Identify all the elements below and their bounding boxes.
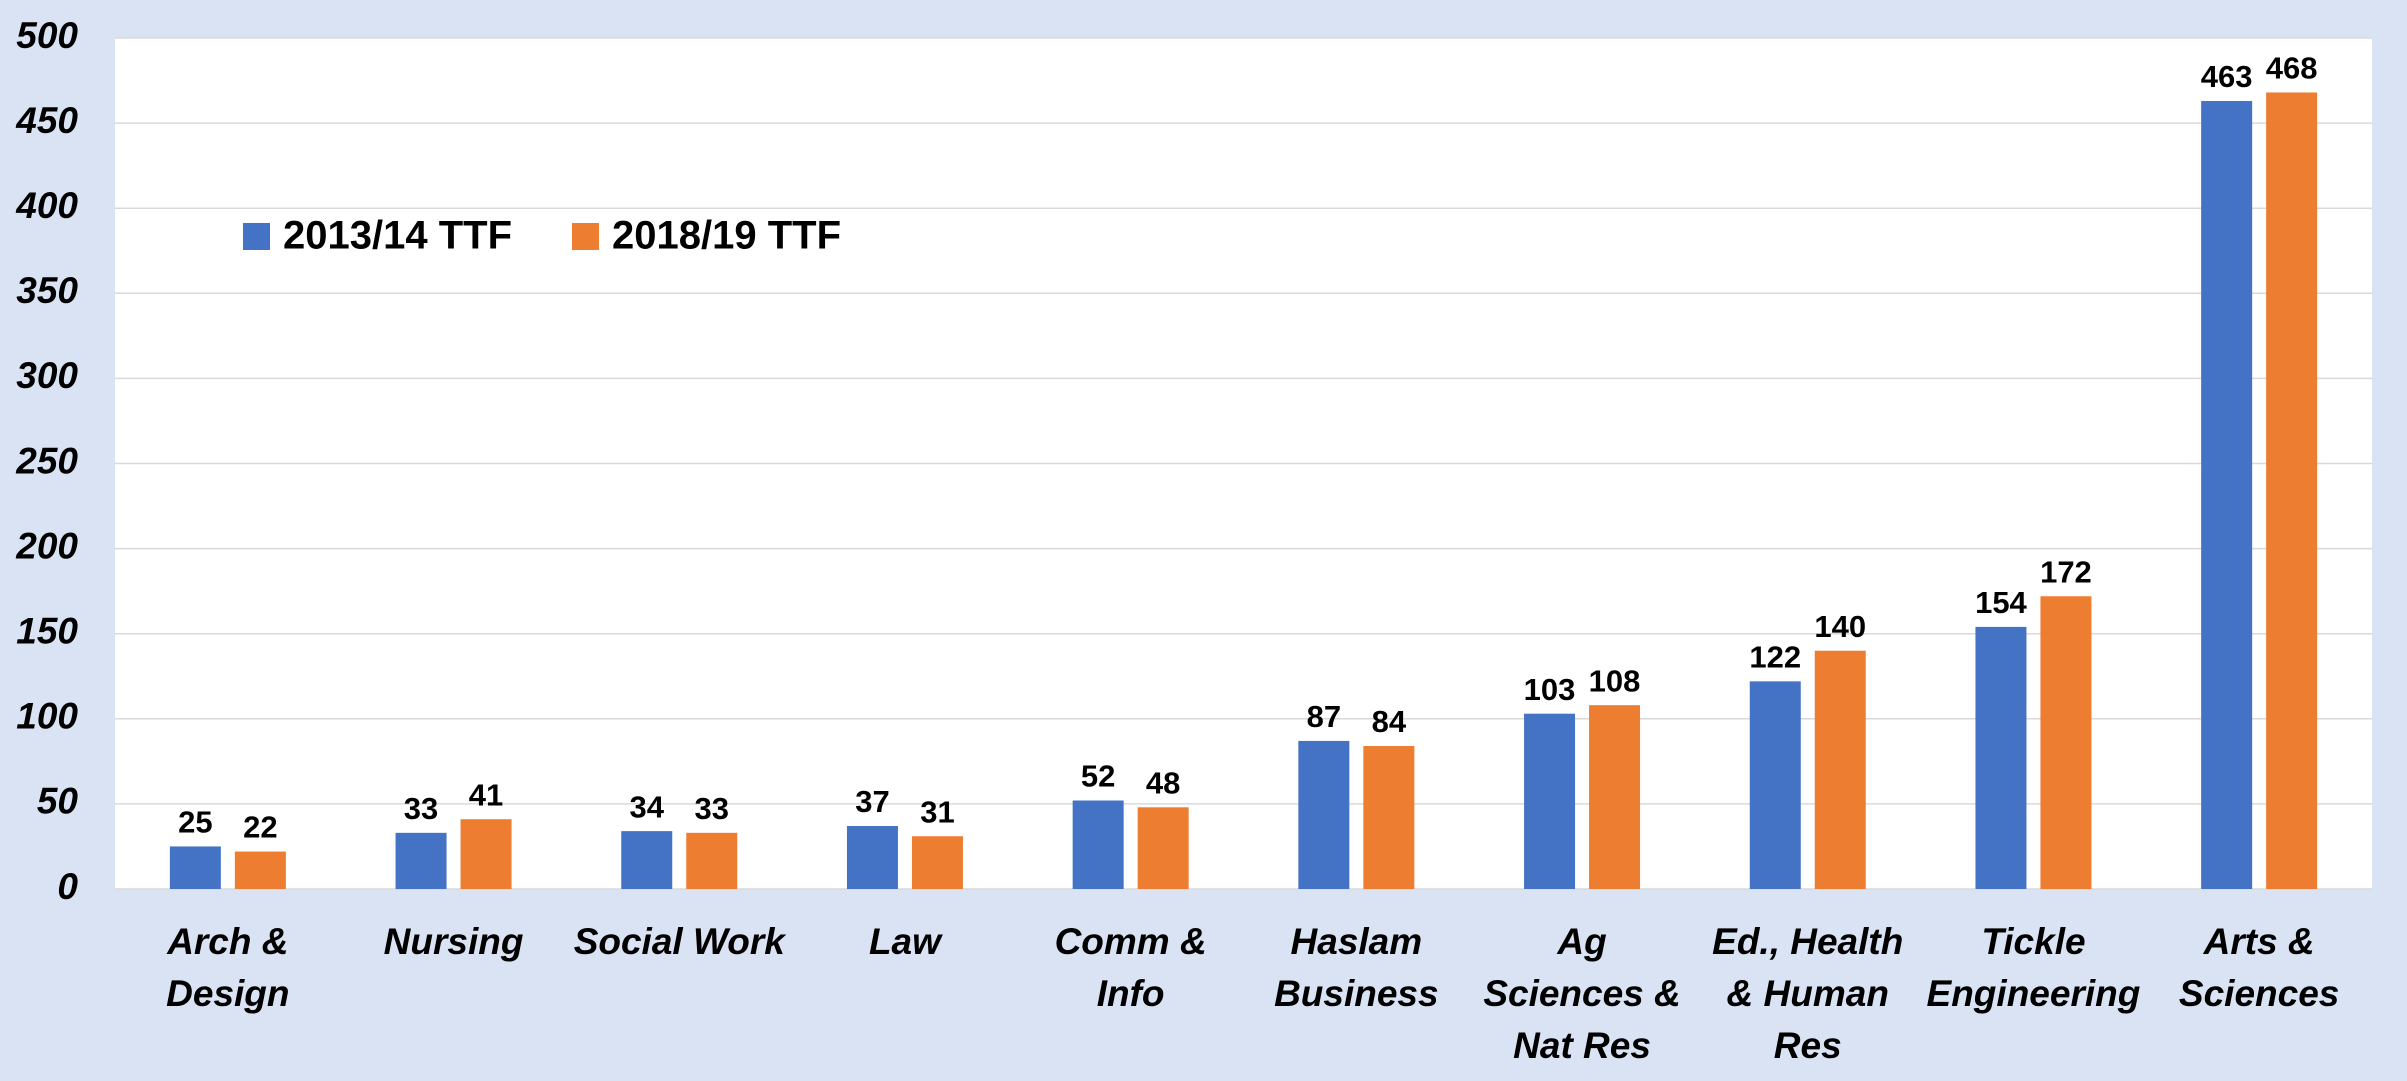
y-tick-label: 50 xyxy=(37,781,79,822)
x-tick-label: Arts & Sciences xyxy=(2179,921,2339,1014)
bar xyxy=(686,832,738,889)
data-label: 22 xyxy=(243,810,277,845)
data-label: 33 xyxy=(404,791,438,826)
data-label: 31 xyxy=(920,794,954,829)
bar xyxy=(1524,713,1576,889)
bar xyxy=(1363,746,1415,889)
data-label: 37 xyxy=(855,784,889,819)
data-label: 87 xyxy=(1307,699,1341,734)
bar xyxy=(2201,100,2253,889)
bar xyxy=(2266,92,2318,890)
y-tick-label: 400 xyxy=(15,185,78,226)
x-tick-label: Arch & Design xyxy=(166,921,289,1014)
data-label: 468 xyxy=(2266,51,2318,86)
y-tick-label: 350 xyxy=(16,270,78,311)
bar xyxy=(1589,705,1641,889)
data-label: 33 xyxy=(695,791,729,826)
bar xyxy=(1814,650,1866,889)
bar xyxy=(846,826,898,889)
x-tick-label: Comm & Info xyxy=(1055,921,1207,1014)
x-tick-label: Tickle Engineering xyxy=(1927,921,2141,1014)
bar xyxy=(234,851,286,889)
data-label: 154 xyxy=(1975,585,2027,620)
y-tick-label: 150 xyxy=(16,610,78,651)
bar xyxy=(2040,596,2092,889)
bar xyxy=(911,836,963,889)
data-label: 52 xyxy=(1081,759,1115,794)
y-tick-label: 0 xyxy=(57,866,78,907)
bar xyxy=(460,819,512,889)
x-tick-label: Ag Sciences & Nat Res xyxy=(1483,921,1680,1066)
y-tick-label: 250 xyxy=(15,440,78,481)
y-tick-label: 100 xyxy=(16,696,78,737)
legend-label: 2018/19 TTF xyxy=(612,214,841,258)
data-label: 463 xyxy=(2201,59,2253,94)
y-tick-label: 500 xyxy=(16,15,78,56)
bar xyxy=(395,832,447,889)
data-label: 84 xyxy=(1372,704,1407,739)
x-tick-label: Haslam Business xyxy=(1274,921,1439,1014)
bar xyxy=(1298,740,1350,889)
legend-swatch xyxy=(243,223,270,250)
bar xyxy=(1975,626,2027,889)
x-tick-label: Ed., Health & Human Res xyxy=(1712,921,1903,1066)
bar xyxy=(1137,807,1189,889)
data-label: 140 xyxy=(1814,609,1866,644)
data-label: 25 xyxy=(178,805,212,840)
bar xyxy=(621,831,673,889)
data-label: 103 xyxy=(1524,672,1576,707)
data-label: 122 xyxy=(1749,640,1801,675)
data-label: 48 xyxy=(1146,765,1180,800)
data-label: 108 xyxy=(1589,663,1641,698)
data-label: 41 xyxy=(469,777,503,812)
x-tick-label: Social Work xyxy=(574,921,788,962)
y-tick-label: 300 xyxy=(16,355,78,396)
bar xyxy=(1749,681,1801,889)
legend-label: 2013/14 TTF xyxy=(283,214,512,258)
data-label: 34 xyxy=(630,789,665,824)
x-tick-label: Law xyxy=(869,921,943,962)
bar xyxy=(169,846,221,889)
bar xyxy=(1072,800,1124,889)
data-label: 172 xyxy=(2040,554,2092,589)
legend-swatch xyxy=(572,223,600,250)
y-tick-label: 200 xyxy=(15,525,78,566)
y-tick-label: 450 xyxy=(15,100,78,141)
x-tick-label: Nursing xyxy=(384,921,524,962)
